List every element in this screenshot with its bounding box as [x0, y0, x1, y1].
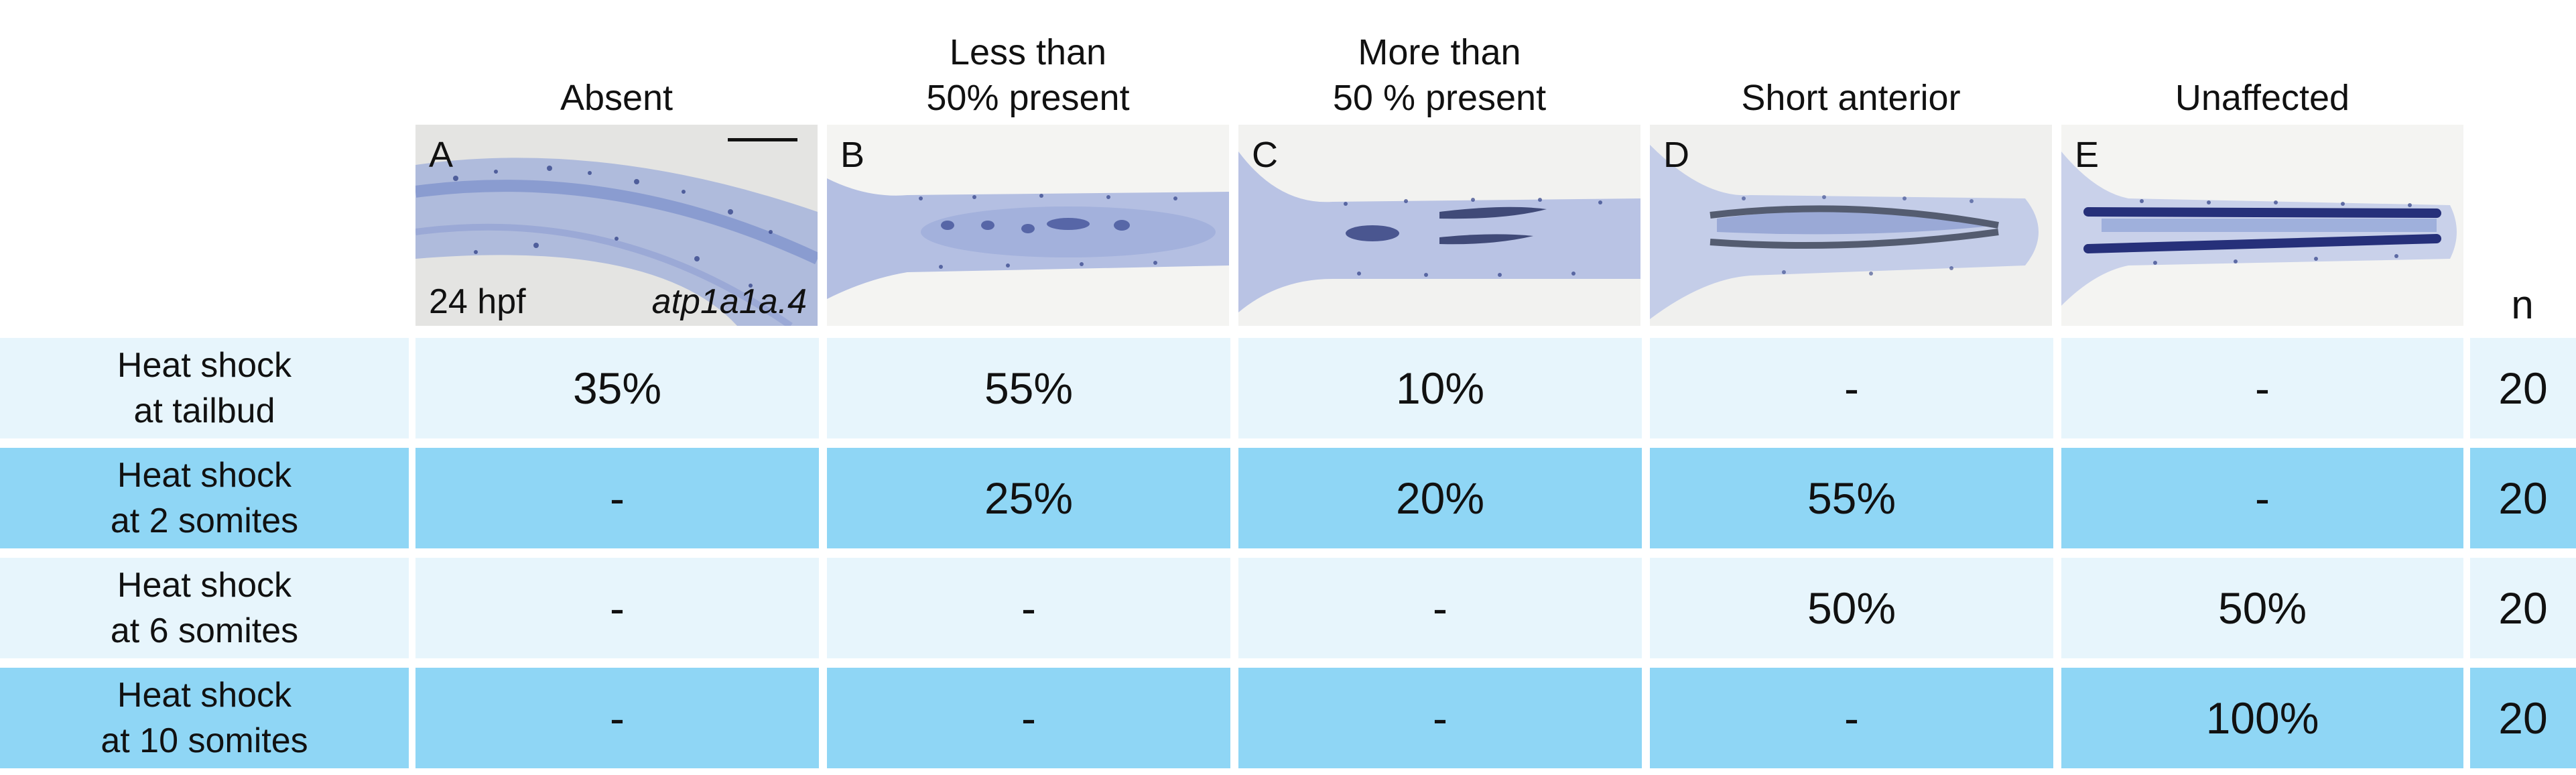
cell-tailbud-n: 20	[2470, 338, 2576, 438]
panel-a-micrograph	[415, 125, 818, 326]
column-header-short-anterior: Short anterior	[1741, 78, 1961, 118]
cell-tailbud-absent: 35%	[415, 338, 819, 438]
row-label-2-somites: Heat shock at 2 somites	[0, 448, 409, 548]
panel-e-micrograph	[2061, 125, 2463, 326]
cell-6-somites-less-than-50: -	[827, 558, 1230, 658]
column-header-less-than-50: Less than 50% present	[926, 32, 1130, 118]
panel-b-image: B	[827, 125, 1229, 326]
cell-tailbud-short-anterior: -	[1650, 338, 2053, 438]
cell-10-somites-less-than-50: -	[827, 668, 1230, 768]
cell-6-somites-n: 20	[2470, 558, 2576, 658]
panel-c-image: C	[1238, 125, 1640, 326]
row-label-10-somites: Heat shock at 10 somites	[0, 668, 409, 768]
cell-tailbud-unaffected: -	[2061, 338, 2463, 438]
gene-label: atp1a1a.4	[651, 282, 807, 321]
cell-2-somites-n: 20	[2470, 448, 2576, 548]
cell-tailbud-less-than-50: 55%	[827, 338, 1230, 438]
column-header-more-than-50: More than 50 % present	[1332, 32, 1547, 118]
panel-b-micrograph	[827, 125, 1229, 326]
panel-letter-c: C	[1252, 135, 1278, 175]
cell-6-somites-more-than-50: -	[1238, 558, 1642, 658]
cell-6-somites-unaffected: 50%	[2061, 558, 2463, 658]
row-label-tailbud: Heat shock at tailbud	[0, 338, 409, 438]
panel-d-micrograph	[1650, 125, 2052, 326]
cell-10-somites-short-anterior: -	[1650, 668, 2053, 768]
cell-10-somites-n: 20	[2470, 668, 2576, 768]
cell-10-somites-absent: -	[415, 668, 819, 768]
panel-a-image: A 24 hpf atp1a1a.4	[415, 125, 818, 326]
panel-letter-d: D	[1663, 135, 1689, 175]
stage-label: 24 hpf	[429, 282, 526, 321]
n-column-header: n	[2511, 282, 2534, 327]
scale-bar	[728, 138, 797, 141]
panel-d-image: D	[1650, 125, 2052, 326]
cell-2-somites-absent: -	[415, 448, 819, 548]
panel-letter-b: B	[840, 135, 865, 175]
cell-2-somites-less-than-50: 25%	[827, 448, 1230, 548]
cell-2-somites-unaffected: -	[2061, 448, 2463, 548]
panel-c-micrograph	[1238, 125, 1640, 326]
column-header-unaffected: Unaffected	[2175, 78, 2350, 118]
column-header-absent: Absent	[560, 78, 673, 118]
cell-tailbud-more-than-50: 10%	[1238, 338, 1642, 438]
cell-6-somites-short-anterior: 50%	[1650, 558, 2053, 658]
cell-2-somites-more-than-50: 20%	[1238, 448, 1642, 548]
panel-letter-a: A	[429, 135, 454, 175]
panel-letter-e: E	[2075, 135, 2100, 175]
cell-10-somites-more-than-50: -	[1238, 668, 1642, 768]
row-label-6-somites: Heat shock at 6 somites	[0, 558, 409, 658]
cell-2-somites-short-anterior: 55%	[1650, 448, 2053, 548]
cell-6-somites-absent: -	[415, 558, 819, 658]
cell-10-somites-unaffected: 100%	[2061, 668, 2463, 768]
panel-e-image: E	[2061, 125, 2463, 326]
